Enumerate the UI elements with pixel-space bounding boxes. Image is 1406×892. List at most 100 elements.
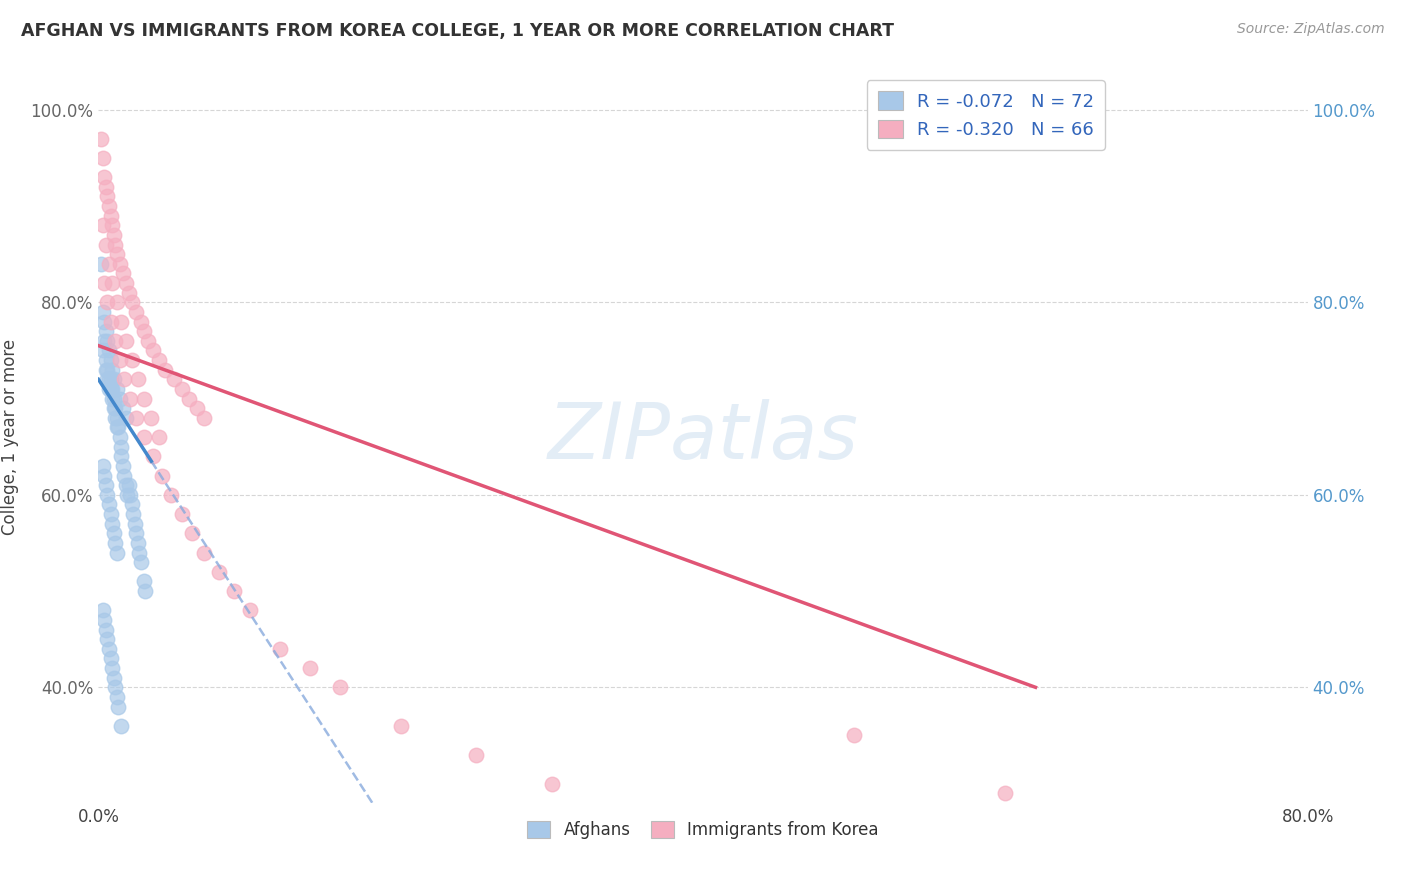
Point <box>844 728 866 742</box>
Point <box>160 488 183 502</box>
Point <box>132 430 155 444</box>
Point <box>100 315 122 329</box>
Point <box>136 334 159 348</box>
Point <box>104 334 127 348</box>
Point <box>98 641 121 656</box>
Point <box>94 179 117 194</box>
Point <box>96 372 118 386</box>
Point <box>124 516 146 531</box>
Point <box>93 315 115 329</box>
Point <box>91 151 114 165</box>
Point <box>114 410 136 425</box>
Point <box>101 392 124 406</box>
Point <box>104 237 127 252</box>
Point <box>132 324 155 338</box>
Point <box>103 392 125 406</box>
Point <box>100 353 122 368</box>
Point <box>93 276 115 290</box>
Point <box>108 392 131 406</box>
Point <box>98 343 121 358</box>
Point <box>115 488 138 502</box>
Point <box>100 507 122 521</box>
Point <box>114 478 136 492</box>
Point <box>98 372 121 386</box>
Legend: Afghans, Immigrants from Korea: Afghans, Immigrants from Korea <box>520 814 886 846</box>
Point <box>105 410 128 425</box>
Point <box>125 410 148 425</box>
Point <box>91 603 114 617</box>
Point <box>103 227 125 242</box>
Point <box>120 488 142 502</box>
Point <box>90 132 112 146</box>
Point <box>94 362 117 376</box>
Point <box>110 719 132 733</box>
Point <box>110 440 132 454</box>
Point <box>112 468 135 483</box>
Point <box>98 257 121 271</box>
Point <box>94 623 117 637</box>
Point <box>153 362 176 376</box>
Point <box>93 170 115 185</box>
Point <box>103 401 125 416</box>
Point <box>111 267 134 281</box>
Point <box>108 353 131 368</box>
Point <box>127 536 149 550</box>
Point <box>150 468 173 483</box>
Point <box>98 382 121 396</box>
Point <box>118 478 141 492</box>
Point <box>103 372 125 386</box>
Point <box>90 257 112 271</box>
Point <box>96 189 118 203</box>
Point <box>121 295 143 310</box>
Point <box>101 362 124 376</box>
Point <box>100 651 122 665</box>
Point <box>114 276 136 290</box>
Point <box>93 334 115 348</box>
Point <box>91 305 114 319</box>
Point <box>127 372 149 386</box>
Point <box>96 334 118 348</box>
Point <box>94 237 117 252</box>
Point <box>104 681 127 695</box>
Point <box>193 545 215 559</box>
Point <box>163 372 186 386</box>
Point <box>111 458 134 473</box>
Point <box>125 526 148 541</box>
Point <box>103 671 125 685</box>
Point <box>118 285 141 300</box>
Point <box>101 276 124 290</box>
Point <box>129 555 152 569</box>
Point <box>299 661 322 675</box>
Point <box>224 584 246 599</box>
Point <box>122 507 145 521</box>
Point <box>186 401 208 416</box>
Point <box>389 719 412 733</box>
Point <box>94 324 117 338</box>
Point <box>105 382 128 396</box>
Point <box>100 382 122 396</box>
Point <box>96 362 118 376</box>
Point <box>105 690 128 704</box>
Point <box>142 450 165 464</box>
Point <box>105 420 128 434</box>
Point <box>540 776 562 790</box>
Point <box>91 219 114 233</box>
Point <box>101 661 124 675</box>
Text: Source: ZipAtlas.com: Source: ZipAtlas.com <box>1237 22 1385 37</box>
Point <box>96 295 118 310</box>
Point <box>994 786 1017 800</box>
Point <box>93 468 115 483</box>
Point <box>94 353 117 368</box>
Point <box>110 315 132 329</box>
Point <box>96 632 118 647</box>
Point <box>170 382 193 396</box>
Point <box>105 295 128 310</box>
Point <box>134 584 156 599</box>
Point <box>121 353 143 368</box>
Point <box>100 209 122 223</box>
Point <box>121 498 143 512</box>
Point <box>101 219 124 233</box>
Point <box>108 430 131 444</box>
Point <box>239 603 262 617</box>
Point <box>170 507 193 521</box>
